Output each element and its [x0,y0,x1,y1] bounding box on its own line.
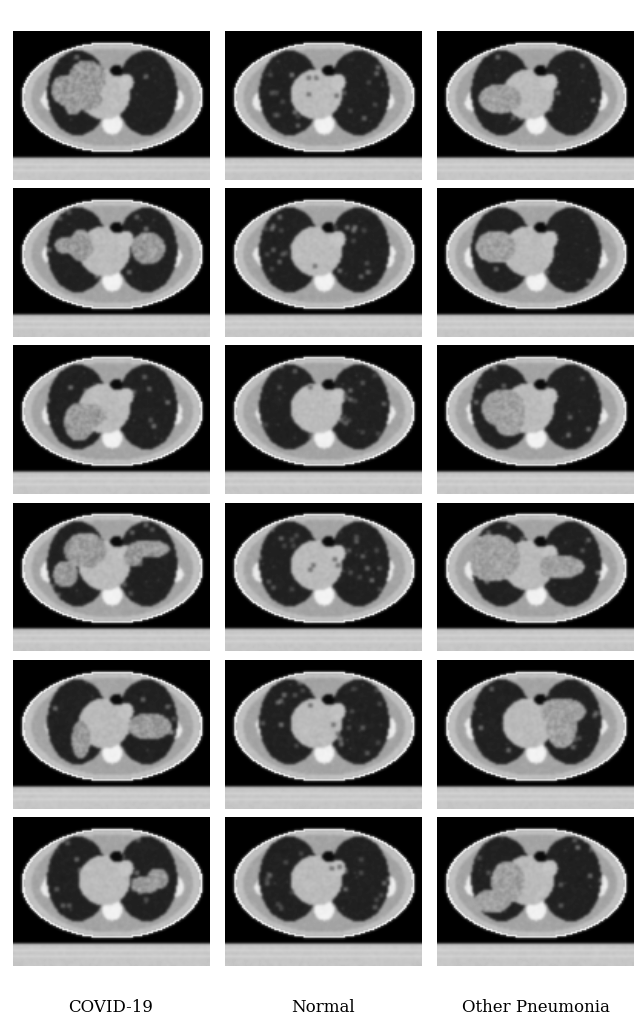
Text: Normal: Normal [291,999,355,1016]
Text: COVID-19: COVID-19 [68,999,154,1016]
Text: Other Pneumonia: Other Pneumonia [461,999,609,1016]
